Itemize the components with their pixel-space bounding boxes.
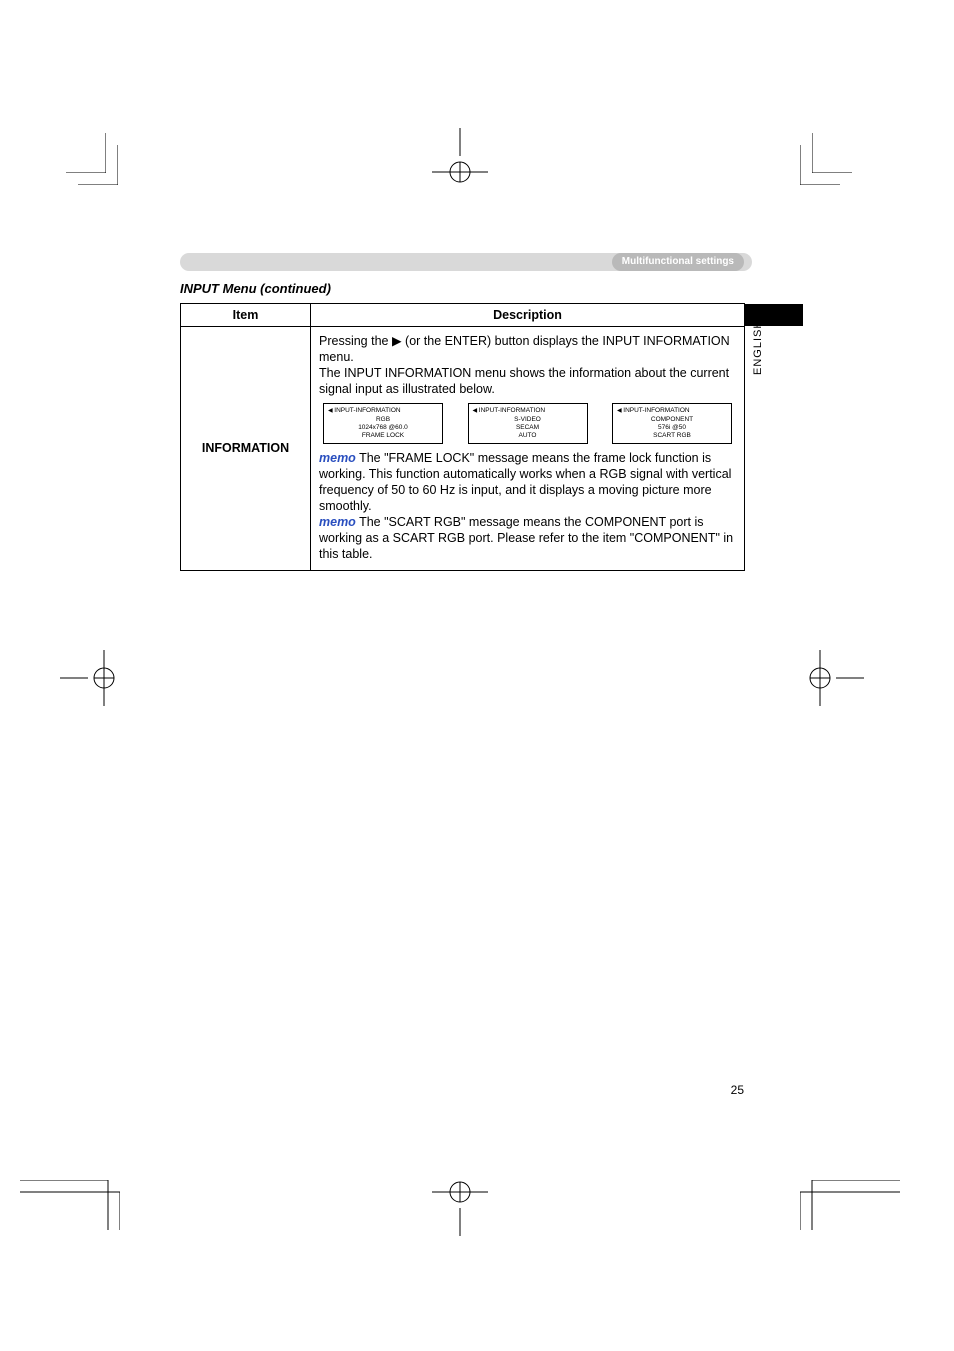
memo-label: memo xyxy=(319,515,356,529)
info-box: INPUT-INFORMATION COMPONENT 576i @50 SCA… xyxy=(612,403,732,444)
page-number: 25 xyxy=(731,1083,744,1097)
crop-mark-top xyxy=(432,128,488,184)
table-item-cell: INFORMATION xyxy=(181,327,311,571)
crop-mark-left xyxy=(60,650,116,706)
section-title: INPUT Menu (continued) xyxy=(180,281,331,296)
info-box-title: INPUT-INFORMATION xyxy=(617,407,727,416)
table-description-cell: Pressing the ▶ (or the ENTER) button dis… xyxy=(311,327,745,571)
input-menu-table: Item Description INFORMATION Pressing th… xyxy=(180,303,745,571)
vertical-lang-label: ENGLISH xyxy=(752,320,764,375)
info-box-line: SECAM xyxy=(473,424,583,432)
header-pill: Multifunctional settings xyxy=(180,253,752,271)
memo-text: The "FRAME LOCK" message means the frame… xyxy=(319,451,731,513)
info-box-title: INPUT-INFORMATION xyxy=(328,407,438,416)
description-paragraph-1: Pressing the ▶ (or the ENTER) button dis… xyxy=(319,333,736,365)
info-box-row: INPUT-INFORMATION RGB 1024x768 @60.0 FRA… xyxy=(319,403,736,444)
crop-corner-tl-outer xyxy=(66,133,106,173)
info-box-line: AUTO xyxy=(473,432,583,440)
info-box-line: 576i @50 xyxy=(617,424,727,432)
table-header-description: Description xyxy=(311,304,745,327)
info-box: INPUT-INFORMATION RGB 1024x768 @60.0 FRA… xyxy=(323,403,443,444)
table-row: INFORMATION Pressing the ▶ (or the ENTER… xyxy=(181,327,745,571)
crop-corner-tr-outer xyxy=(812,133,852,173)
memo-label: memo xyxy=(319,451,356,465)
table-header-row: Item Description xyxy=(181,304,745,327)
memo-paragraph-1: memo The "FRAME LOCK" message means the … xyxy=(319,450,736,514)
info-box-line: COMPONENT xyxy=(617,416,727,424)
crop-corner-br-inner xyxy=(800,1180,900,1230)
info-box-line: 1024x768 @60.0 xyxy=(328,424,438,432)
crop-mark-bottom xyxy=(432,1180,488,1236)
info-box-line: SCART RGB xyxy=(617,432,727,440)
info-box-line: RGB xyxy=(328,416,438,424)
description-paragraph-2: The INPUT INFORMATION menu shows the inf… xyxy=(319,365,736,397)
memo-paragraph-2: memo The "SCART RGB" message means the C… xyxy=(319,514,736,562)
memo-text: The "SCART RGB" message means the COMPON… xyxy=(319,515,733,561)
info-box-line: S-VIDEO xyxy=(473,416,583,424)
crop-corner-bl-inner xyxy=(20,1180,120,1230)
crop-mark-right xyxy=(808,650,864,706)
header-section-label: Multifunctional settings xyxy=(612,253,744,271)
table-header-item: Item xyxy=(181,304,311,327)
info-box: INPUT-INFORMATION S-VIDEO SECAM AUTO xyxy=(468,403,588,444)
info-box-line: FRAME LOCK xyxy=(328,432,438,440)
info-box-title: INPUT-INFORMATION xyxy=(473,407,583,416)
